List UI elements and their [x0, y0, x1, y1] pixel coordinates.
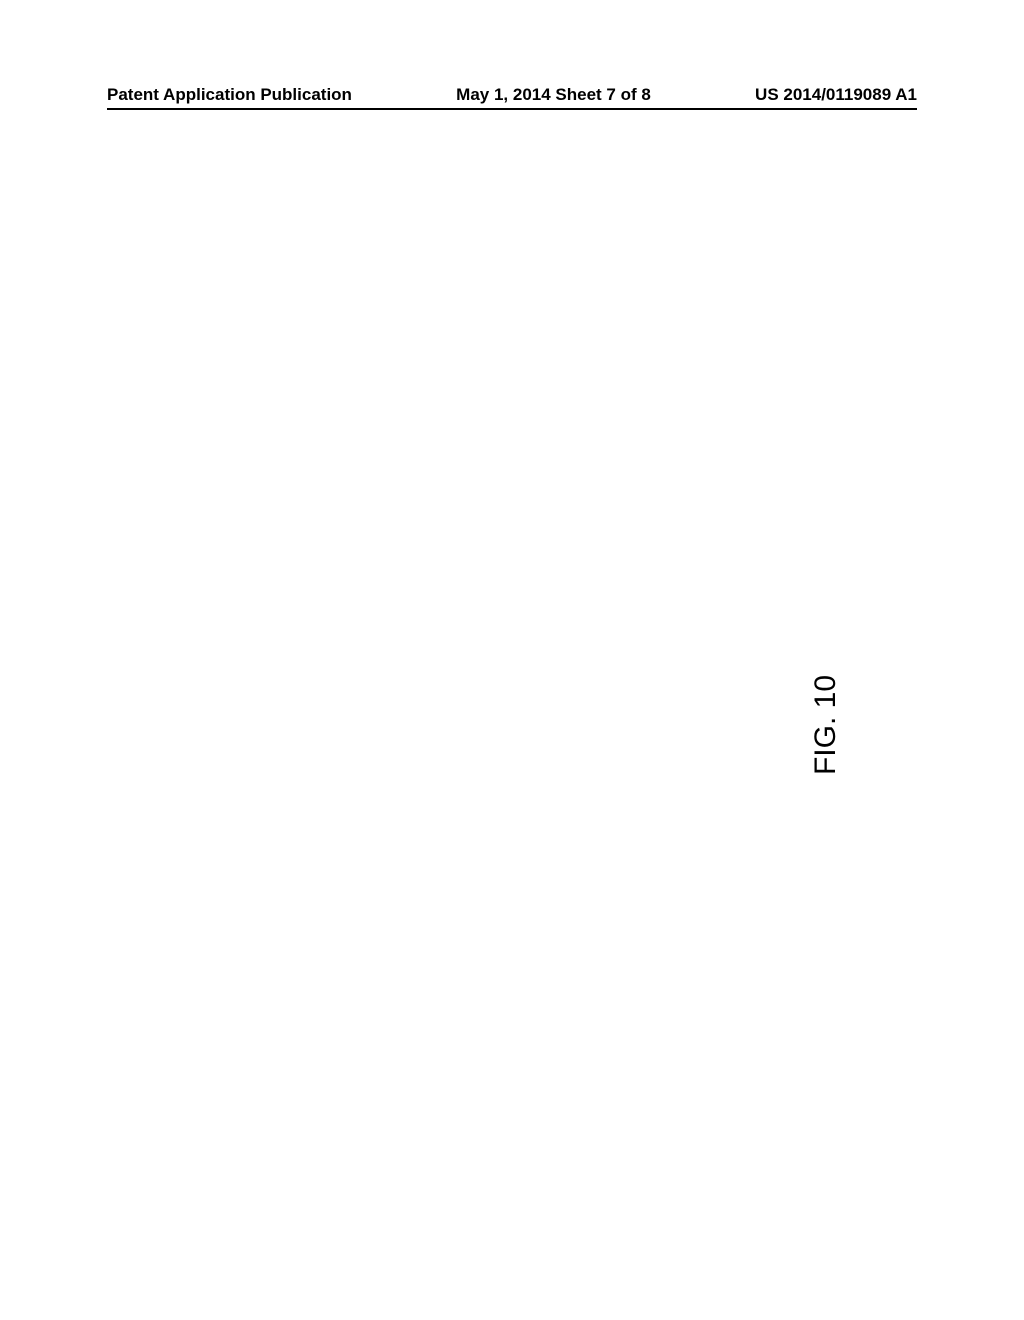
header-left: Patent Application Publication — [107, 85, 352, 105]
header-right: US 2014/0119089 A1 — [755, 85, 917, 105]
header-center: May 1, 2014 Sheet 7 of 8 — [456, 85, 651, 105]
page-header: Patent Application Publication May 1, 20… — [107, 85, 917, 110]
figure-10: L3L2L1L0WL2 VTHL0L1L2L3WL1 VTH"00"130"10… — [125, 150, 900, 1180]
figure-svg: L3L2L1L0WL2 VTHL0L1L2L3WL1 VTH"00"130"10… — [125, 150, 900, 1180]
svg-text:FIG. 10: FIG. 10 — [809, 675, 842, 775]
